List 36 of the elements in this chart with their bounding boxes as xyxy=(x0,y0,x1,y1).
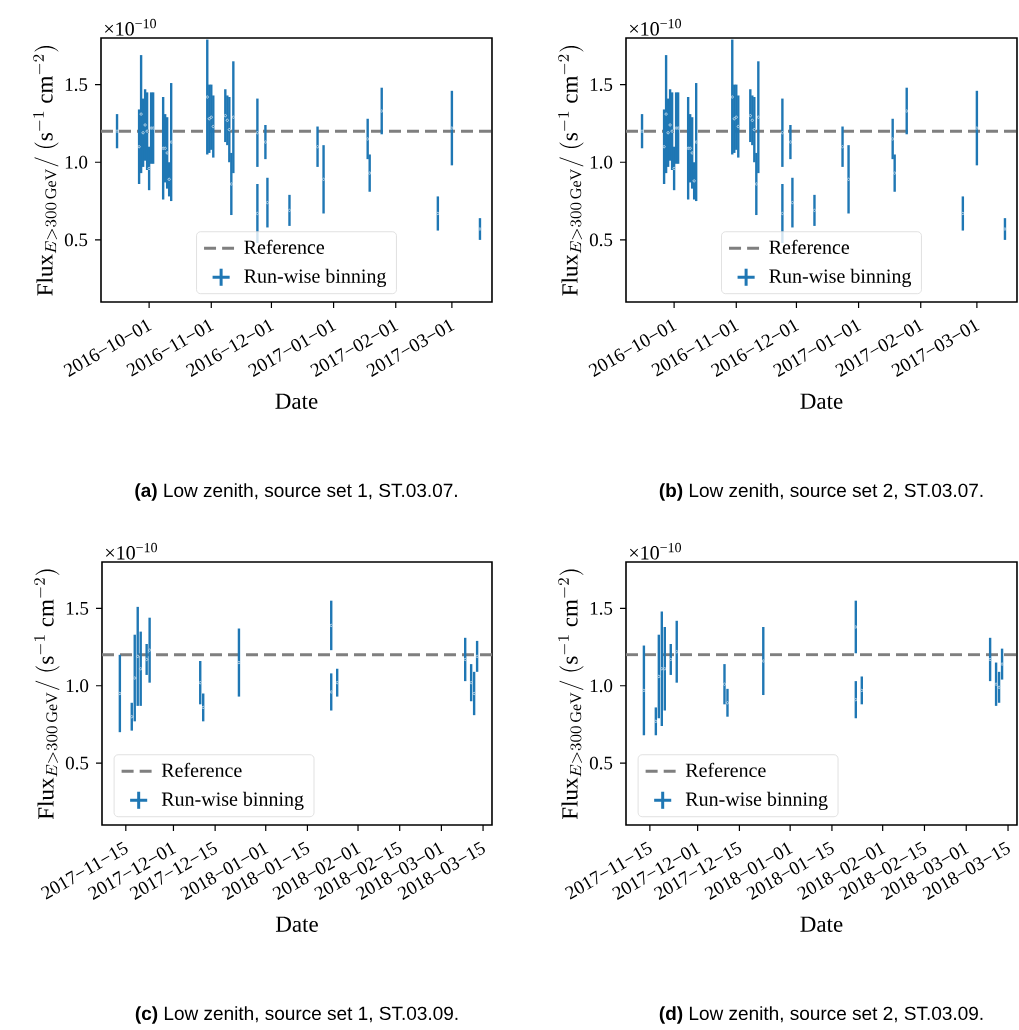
legend-label: Run-wise binning xyxy=(244,268,387,288)
y-axis-title: $\mathrm{Flux}_{E>300\,\mathrm{GeV}}/\ (\mathrm{s}^{-1}\ \mathrm{cm}^{-2})$ xyxy=(558,46,584,296)
y-tick-label: 1.0 xyxy=(590,679,613,693)
x-axis-title: Date xyxy=(275,916,318,932)
y-axis-title: $\mathrm{Flux}_{E>300\,\mathrm{GeV}}/\ (\mathrm{s}^{-1}\ \mathrm{cm}^{-2})$ xyxy=(33,46,59,296)
y-tick-label: 0.5 xyxy=(589,233,613,247)
y-tick-label: 1.0 xyxy=(66,679,89,693)
text: ×10$^{−10}$ xyxy=(629,18,682,36)
legend-label: Run-wise binning xyxy=(161,791,304,811)
text: ×10$^{−10}$ xyxy=(105,542,158,560)
text: (a) Low zenith, source set 1, ST.03.07. xyxy=(135,483,457,501)
legend-label: Reference xyxy=(244,239,325,254)
legend-label: Run-wise binning xyxy=(769,268,912,288)
text: ×10$^{−10}$ xyxy=(629,542,682,560)
y-tick-label: 0.5 xyxy=(65,756,89,770)
x-axis-title: Date xyxy=(275,393,318,409)
legend-label: Reference xyxy=(685,762,766,778)
text: ×10$^{−10}$ xyxy=(104,18,157,36)
y-tick-label: 1.5 xyxy=(590,602,613,615)
x-axis-title: Date xyxy=(800,916,843,932)
y-tick-label: 0.5 xyxy=(589,756,613,770)
text: (b) Low zenith, source set 2, ST.03.07. xyxy=(659,483,983,501)
y-tick-label: 1.0 xyxy=(65,155,88,169)
y-axis-title: $\mathrm{Flux}_{E>300\,\mathrm{GeV}}/\ (\mathrm{s}^{-1}\ \mathrm{cm}^{-2})$ xyxy=(34,569,60,820)
text: (d) Low zenith, source set 2, ST.03.09. xyxy=(659,1006,983,1024)
y-tick-label: 0.5 xyxy=(64,233,88,247)
y-tick-label: 1.0 xyxy=(590,155,613,169)
legend-label: Reference xyxy=(161,762,242,778)
y-tick-label: 1.5 xyxy=(65,78,88,92)
y-tick-label: 1.5 xyxy=(590,78,613,92)
y-axis-title: $\mathrm{Flux}_{E>300\,\mathrm{GeV}}/\ (\mathrm{s}^{-1}\ \mathrm{cm}^{-2})$ xyxy=(558,569,584,820)
y-tick-label: 1.5 xyxy=(66,602,89,615)
x-axis-title: Date xyxy=(800,393,843,409)
text: (c) Low zenith, source set 1, ST.03.09. xyxy=(135,1006,458,1024)
legend-label: Run-wise binning xyxy=(685,791,828,811)
legend-label: Reference xyxy=(769,239,850,254)
